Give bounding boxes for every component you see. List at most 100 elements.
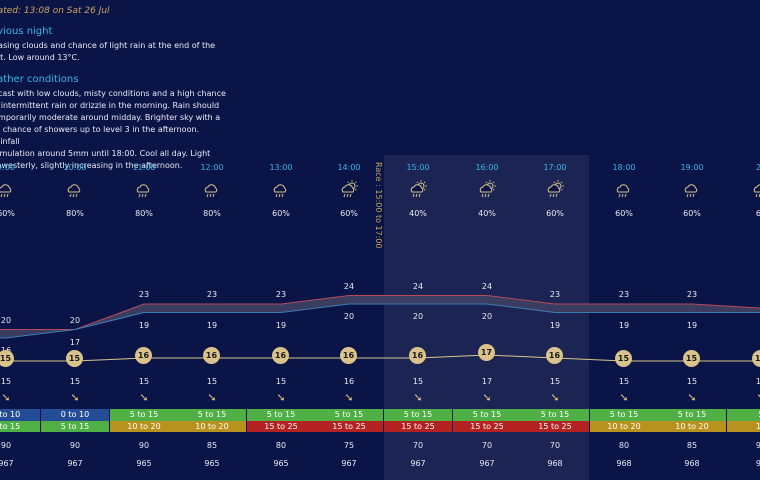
- wind-range-band: 5: [727, 409, 760, 421]
- wind-direction-icon: ➘: [413, 391, 423, 404]
- pressure-value: 967: [410, 459, 426, 468]
- temperature-band: [0, 295, 760, 339]
- hour-label: 14:00: [337, 163, 361, 172]
- wind-speed: 15: [275, 377, 287, 386]
- wind-range-band: 5 to 15: [315, 409, 383, 421]
- pressure-value: 96: [755, 459, 760, 468]
- hour-column: 19:00 60% 23 19 15 15 ➘ 5 to 15 10 to 20 85 968: [658, 155, 726, 480]
- wind-range-band: 5 to 15: [110, 409, 178, 421]
- hour-column: 13:00 60% 23 19 16 15 ➘ 5 to 15 15 to 25 80 965: [247, 155, 315, 480]
- wind-range-band: 5 to 15: [658, 409, 726, 421]
- dew-point-badge: 15: [752, 350, 760, 367]
- temp-max: 20: [0, 315, 12, 325]
- temp-min: 20: [481, 312, 493, 321]
- temp-min: 19: [549, 320, 561, 330]
- wind-range-band: 5 to 15: [178, 409, 246, 421]
- wind-range-band: 5 to 15: [247, 409, 315, 421]
- humidity-value: 70: [481, 441, 493, 450]
- temp-min: 17: [69, 337, 81, 347]
- rain-chance: 80%: [66, 209, 84, 218]
- humidity-value: 70: [412, 441, 424, 450]
- humidity-value: 80: [275, 441, 287, 450]
- sun-cloud-rain-icon: [545, 180, 565, 200]
- wind-speed: 15: [686, 377, 698, 386]
- temp-max: 24: [481, 281, 493, 291]
- humidity-value: 90: [755, 441, 760, 450]
- humidity-value: 85: [206, 441, 218, 450]
- wind-speed: 15: [549, 377, 561, 386]
- temp-max: 20: [69, 315, 81, 325]
- cloud-rain-icon: [65, 180, 85, 200]
- sun-cloud-rain-icon: [339, 180, 359, 200]
- wind-speed: 15: [755, 377, 760, 386]
- cloud-rain-icon: [134, 180, 154, 200]
- temp-min: 20: [412, 312, 424, 321]
- hour-column: 20 60 15 15 ➘ 510 90 96: [727, 155, 760, 480]
- cloud-rain-icon: [0, 180, 16, 200]
- rain-chance: 40%: [409, 209, 427, 218]
- dew-point-badge: 15: [0, 350, 14, 367]
- wind-direction-icon: ➘: [139, 391, 149, 404]
- humidity-value: 80: [618, 441, 630, 450]
- rain-chance: 60: [755, 209, 760, 218]
- hour-label: 12:00: [200, 163, 224, 172]
- hour-column: 17:00 60% 23 19 16 15 ➘ 5 to 15 15 to 25 70 968: [521, 155, 589, 480]
- rain-chance: 60%: [340, 209, 358, 218]
- hour-label: 9:00: [0, 163, 15, 172]
- humidity-value: 85: [686, 441, 698, 450]
- rain-chance: 60%: [272, 209, 290, 218]
- wind-range-band: 5 to 15: [384, 409, 452, 421]
- gust-range-band: 5 to 15: [0, 421, 40, 432]
- hour-label: 19:00: [680, 163, 704, 172]
- dew-point-badge: 15: [66, 350, 83, 367]
- gust-range-band: 10 to 20: [178, 421, 246, 432]
- humidity-value: 90: [69, 441, 81, 450]
- temp-min: 20: [343, 312, 355, 321]
- dew-point-badge: 16: [203, 347, 220, 364]
- cloud-rain-icon: [202, 180, 222, 200]
- temp-max: 23: [138, 290, 150, 299]
- hour-label: 18:00: [612, 163, 636, 172]
- humidity-value: 75: [343, 441, 355, 450]
- gust-range-band: 15 to 25: [247, 421, 315, 432]
- wind-range-band: 5 to 15: [521, 409, 589, 421]
- rain-chance: 60%: [546, 209, 564, 218]
- temp-min: 19: [138, 320, 150, 330]
- temp-max: 24: [412, 281, 424, 291]
- temp-max: 23: [618, 290, 630, 299]
- wind-speed: 15: [206, 377, 218, 386]
- wind-direction-icon: ➘: [276, 391, 286, 404]
- pressure-value: 967: [0, 459, 14, 468]
- pressure-value: 967: [67, 459, 83, 468]
- rain-chance: 80%: [135, 209, 153, 218]
- updated-time: dated: 13:08 on Sat 26 Jul: [0, 6, 110, 16]
- gust-range-band: 15 to 25: [315, 421, 383, 432]
- wind-direction-icon: ➘: [70, 391, 80, 404]
- pressure-value: 968: [684, 459, 700, 468]
- gust-range-band: 10: [727, 421, 760, 432]
- pressure-value: 967: [341, 459, 357, 468]
- cloud-rain-icon: [682, 180, 702, 200]
- gust-range-band: 10 to 20: [110, 421, 178, 432]
- rain-chance: 80%: [203, 209, 221, 218]
- rain-chance: 40%: [478, 209, 496, 218]
- rain-chance: 60%: [615, 209, 633, 218]
- dew-point-badge: 16: [340, 347, 357, 364]
- pressure-value: 965: [136, 459, 152, 468]
- hour-column: 12:00 80% 23 19 16 15 ➘ 5 to 15 10 to 20 85 965: [178, 155, 246, 480]
- gust-range-band: 15 to 25: [521, 421, 589, 432]
- wind-direction-icon: ➘: [619, 391, 629, 404]
- humidity-value: 90: [0, 441, 12, 450]
- wind-direction-icon: ➘: [482, 391, 492, 404]
- wind-direction-icon: ➘: [207, 391, 217, 404]
- temp-min: 19: [275, 320, 287, 330]
- hour-column: 16:00 40% 24 20 17 17 ➘ 5 to 15 15 to 25 70 967: [453, 155, 521, 480]
- wind-speed: 15: [618, 377, 630, 386]
- sun-cloud-rain-icon: [477, 180, 497, 200]
- wind-speed: 17: [481, 377, 493, 386]
- gust-range-band: 10 to 20: [590, 421, 658, 432]
- weather-conditions-title: eather conditions: [0, 74, 79, 85]
- temp-min: 19: [618, 320, 630, 330]
- cloud-rain-icon: [751, 180, 760, 200]
- temp-max: 24: [343, 281, 355, 291]
